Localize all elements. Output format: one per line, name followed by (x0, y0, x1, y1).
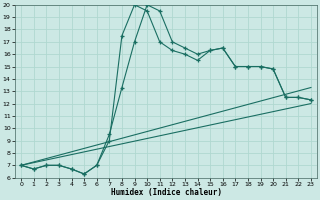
X-axis label: Humidex (Indice chaleur): Humidex (Indice chaleur) (110, 188, 221, 197)
